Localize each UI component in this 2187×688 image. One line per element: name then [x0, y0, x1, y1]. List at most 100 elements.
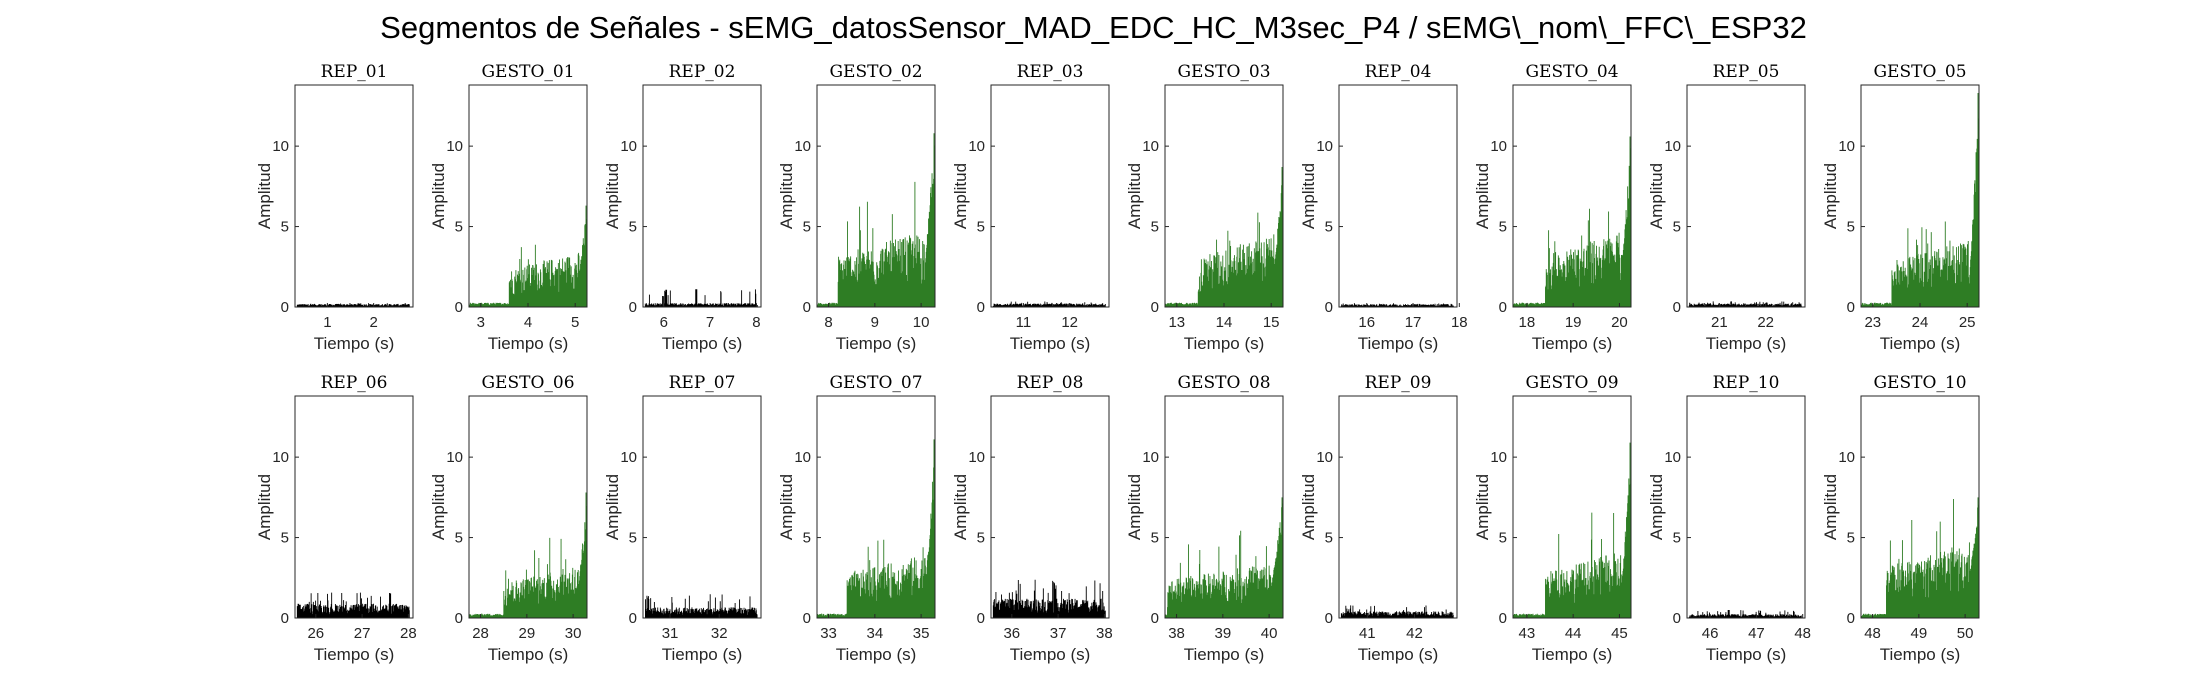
x-tick-label: 8 [824, 314, 832, 331]
x-axis-label: Tiempo (s) [1010, 645, 1091, 664]
y-axis-label: Amplitud [1473, 163, 1492, 229]
x-tick-label: 14 [1216, 314, 1233, 331]
x-tick-label: 47 [1748, 625, 1765, 642]
subplot-rep-08: REP_08 0 5 10 36 37 38 Tiempo (s) Amplitud [951, 373, 1113, 664]
y-tick-label: 0 [803, 610, 811, 627]
x-tick-label: 40 [1261, 625, 1278, 642]
axes-frame [1164, 395, 1284, 619]
x-tick-label: 7 [706, 314, 714, 331]
x-axis-label: Tiempo (s) [1010, 334, 1091, 353]
gesto-signal [817, 133, 936, 307]
signal-bars [992, 579, 1106, 618]
y-tick-label: 5 [455, 219, 463, 236]
y-tick-label: 5 [1499, 219, 1507, 236]
y-axis-label: Amplitud [429, 163, 448, 229]
x-tick-label: 1 [323, 314, 331, 331]
y-tick-label: 10 [620, 138, 637, 155]
x-tick-label: 18 [1519, 314, 1536, 331]
x-axis-label: Tiempo (s) [1532, 645, 1613, 664]
y-axis-label: Amplitud [951, 163, 970, 229]
x-axis-label: Tiempo (s) [1184, 334, 1265, 353]
x-tick-label: 5 [571, 314, 579, 331]
rep-signal [645, 594, 758, 618]
subplot-rep-09: REP_09 0 5 10 41 42 Tiempo (s) Amplitud [1299, 373, 1458, 664]
rep-signal [1340, 303, 1454, 307]
subplot-title: GESTO_05 [1873, 62, 1966, 82]
x-tick-label: 8 [752, 314, 760, 331]
x-tick-label: 15 [1263, 314, 1280, 331]
subplot-title: GESTO_01 [481, 62, 574, 82]
y-tick-label: 10 [1316, 138, 1333, 155]
y-axis-label: Amplitud [1821, 163, 1840, 229]
x-axis-label: Tiempo (s) [1358, 645, 1439, 664]
x-axis-label: Tiempo (s) [836, 334, 917, 353]
y-tick-label: 0 [629, 610, 637, 627]
y-tick-label: 0 [629, 299, 637, 316]
x-tick-label: 36 [1003, 625, 1020, 642]
y-tick-label: 5 [977, 219, 985, 236]
gesto-signal [1165, 167, 1284, 307]
axes-frame [990, 84, 1110, 308]
signal-bars [1340, 605, 1454, 618]
x-tick-label: 33 [820, 625, 837, 642]
y-tick-label: 0 [281, 610, 289, 627]
axes-frame [642, 84, 762, 308]
x-tick-label: 20 [1611, 314, 1628, 331]
axes-frame [1512, 395, 1632, 619]
x-tick-label: 25 [1959, 314, 1976, 331]
x-tick-label: 16 [1358, 314, 1375, 331]
x-axis-label: Tiempo (s) [314, 645, 395, 664]
signal-bars [469, 205, 588, 307]
axes-frame [294, 395, 414, 619]
gesto-signal [469, 205, 588, 307]
x-axis-label: Tiempo (s) [1706, 334, 1787, 353]
y-tick-label: 5 [977, 530, 985, 547]
x-tick-label: 18 [1451, 314, 1468, 331]
signal-bars [1513, 442, 1632, 618]
subplot-gesto-08: GESTO_08 0 5 10 38 39 40 Tiempo (s) Amplitud [1125, 373, 1284, 664]
axes-frame [294, 84, 414, 308]
x-tick-label: 22 [1757, 314, 1774, 331]
y-tick-label: 0 [281, 299, 289, 316]
x-tick-label: 42 [1406, 625, 1423, 642]
subplot-title: REP_07 [669, 373, 736, 393]
y-tick-label: 10 [1838, 138, 1855, 155]
y-axis-label: Amplitud [429, 474, 448, 540]
signal-bars [469, 492, 588, 618]
y-tick-label: 10 [968, 138, 985, 155]
x-axis-label: Tiempo (s) [488, 334, 569, 353]
subplot-title: REP_01 [321, 62, 388, 82]
x-tick-label: 27 [354, 625, 371, 642]
subplot-rep-06: REP_06 0 5 10 26 27 28 Tiempo (s) Amplitud [255, 373, 417, 664]
y-tick-label: 10 [794, 138, 811, 155]
subplot-title: GESTO_06 [481, 373, 574, 393]
y-tick-label: 5 [1847, 219, 1855, 236]
y-tick-label: 0 [1325, 610, 1333, 627]
x-axis-label: Tiempo (s) [1706, 645, 1787, 664]
x-tick-label: 4 [524, 314, 532, 331]
x-tick-label: 49 [1910, 625, 1927, 642]
y-tick-label: 10 [1142, 138, 1159, 155]
axes-frame [1686, 395, 1806, 619]
y-tick-label: 5 [1325, 530, 1333, 547]
subplot-gesto-10: GESTO_10 0 5 10 48 49 50 Tiempo (s) Amplitud [1821, 373, 1980, 664]
y-tick-label: 5 [281, 530, 289, 547]
rep-signal [296, 302, 410, 307]
x-tick-label: 29 [518, 625, 535, 642]
y-axis-label: Amplitud [1647, 474, 1666, 540]
y-axis-label: Amplitud [1125, 163, 1144, 229]
x-tick-label: 28 [472, 625, 489, 642]
x-tick-label: 35 [913, 625, 930, 642]
x-tick-label: 26 [307, 625, 324, 642]
x-tick-label: 34 [866, 625, 883, 642]
y-axis-label: Amplitud [1299, 474, 1318, 540]
y-axis-label: Amplitud [1647, 163, 1666, 229]
y-tick-label: 0 [455, 610, 463, 627]
subplot-rep-03: REP_03 0 5 10 11 12 Tiempo (s) Amplitud [951, 62, 1110, 353]
y-tick-label: 5 [803, 530, 811, 547]
y-axis-label: Amplitud [777, 163, 796, 229]
rep-signal [1688, 609, 1802, 618]
x-tick-label: 37 [1050, 625, 1067, 642]
y-tick-label: 10 [272, 449, 289, 466]
y-tick-label: 5 [1847, 530, 1855, 547]
